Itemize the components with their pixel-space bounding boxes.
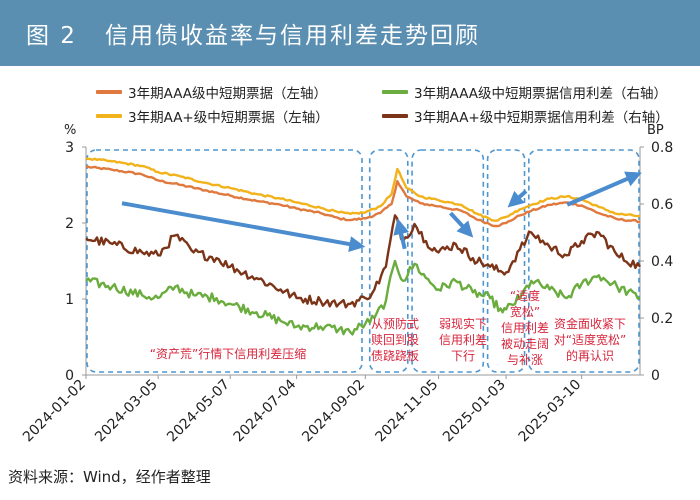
x-axis-tick-label: 2024-11-05	[373, 377, 442, 446]
left-axis-tick-label: 3	[65, 140, 74, 156]
legend-swatch-aaa-yield	[96, 90, 122, 94]
right-axis-unit: BP	[647, 123, 664, 138]
left-axis-tick-label: 1	[65, 292, 74, 308]
right-axis-tick-label: 0.8	[651, 140, 673, 156]
series-line-2	[85, 157, 641, 222]
right-axis-tick-label: 0.4	[651, 254, 673, 270]
legend-item-aaa-spread: 3年期AAA级中短期票据信用利差（右轴）	[382, 82, 667, 102]
x-axis-tick-label: 2025-03-10	[516, 377, 585, 446]
figure-title: 信用债收益率与信用利差走势回顾	[104, 23, 480, 49]
x-axis-tick-label: 2024-07-04	[231, 376, 300, 445]
phase-label-2-line-3: 债跷跷板	[371, 348, 419, 363]
trend-arrow-1	[121, 201, 366, 252]
phase-box-1	[86, 149, 363, 373]
series-line-4	[85, 214, 642, 309]
phase-label-5-line-2: 对“适度宽松”	[554, 332, 626, 347]
phase-label-4-line-2: 宽松”	[510, 304, 540, 319]
phase-label-1-line-1: “资产荒”行情下信用利差压缩	[150, 346, 306, 361]
legend-label-aaa-spread: 3年期AAA级中短期票据信用利差（右轴）	[414, 86, 668, 102]
figure-title-bar: 图 2 信用债收益率与信用利差走势回顾	[0, 0, 700, 66]
phase-label-5-line-3: 的再认识	[566, 348, 614, 363]
phase-label-4-line-1: “适度	[510, 288, 540, 303]
trend-arrow-3	[449, 211, 474, 238]
series-line-3	[85, 259, 641, 336]
legend-item-aaa-yield: 3年期AAA级中短期票据（左轴）	[96, 82, 382, 102]
legend-swatch-aaplus-spread	[382, 114, 408, 118]
yield-spread-chart: % BP 0 1 2 3 0 0.2 0.4 0.6 0.8 2024-01-02 2024-03-05…	[20, 123, 673, 446]
right-axis-tick-label: 0.6	[651, 197, 673, 213]
left-axis-unit: %	[64, 123, 76, 138]
x-axis-tick-label: 2024-01-02	[20, 377, 89, 446]
x-axis-tick-label: 2024-05-07	[164, 377, 233, 446]
phase-label-4-line-3: 信用利差	[501, 321, 549, 335]
left-axis-tick-label: 0	[65, 368, 74, 384]
trend-arrow-5	[566, 171, 642, 207]
phase-label-3-line-3: 下行	[451, 349, 475, 363]
trend-arrow-2	[393, 218, 410, 250]
phase-box-3	[411, 149, 485, 373]
legend-swatch-aaa-spread	[382, 90, 408, 94]
legend-item-aaplus-yield: 3年期AA+级中短期票据（左轴）	[96, 106, 382, 126]
trend-arrow-4	[507, 189, 528, 208]
left-axis-tick-label: 2	[65, 216, 74, 232]
legend-label-aaa-yield: 3年期AAA级中短期票据（左轴）	[128, 86, 328, 102]
x-axis-tick-label: 2024-09-02	[299, 377, 368, 446]
phase-label-2-line-2: 赎回到股	[371, 333, 419, 347]
right-axis-tick-label: 0	[651, 368, 660, 384]
phase-box-2	[368, 149, 409, 373]
legend-label-aaplus-spread: 3年期AA+级中短期票据信用利差（右轴）	[414, 110, 669, 126]
x-axis-tick-label: 2024-03-05	[92, 377, 161, 446]
right-axis-tick-label: 0.2	[651, 311, 673, 327]
phase-label-4-line-5: 与补涨	[507, 352, 543, 367]
phase-box-5	[528, 149, 640, 373]
legend-item-aaplus-spread: 3年期AA+级中短期票据信用利差（右轴）	[382, 106, 669, 126]
phase-label-5-line-1: 资金面收紧下	[554, 316, 626, 331]
legend-swatch-aaplus-yield	[96, 114, 122, 118]
x-axis-tick-label: 2025-01-03	[440, 377, 509, 446]
source-note: 资料来源：Wind，经作者整理	[8, 468, 211, 486]
phase-label-3-line-1: 弱现实下	[439, 316, 487, 331]
phase-label-4-line-4: 被动走阔	[501, 337, 549, 351]
phase-label-3-line-2: 信用利差	[439, 333, 487, 347]
series-line-1	[85, 165, 641, 228]
phase-box-4	[486, 149, 526, 373]
legend-label-aaplus-yield: 3年期AA+级中短期票据（左轴）	[128, 110, 329, 126]
chart-legend: 3年期AAA级中短期票据（左轴） 3年期AAA级中短期票据信用利差（右轴） 3年…	[96, 80, 676, 128]
phase-label-2-line-1: 从预防式	[371, 316, 419, 331]
figure-label: 图 2	[26, 23, 77, 49]
